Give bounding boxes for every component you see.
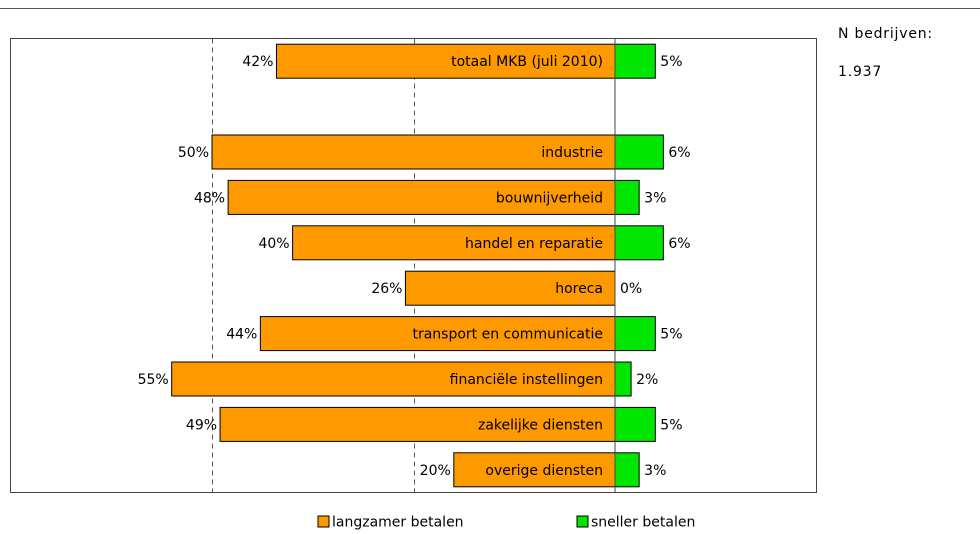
value-label: 0% xyxy=(620,281,642,297)
bar xyxy=(614,179,640,215)
value-label: 42% xyxy=(242,54,273,70)
bar xyxy=(614,361,632,397)
bar xyxy=(404,270,616,306)
bar xyxy=(227,179,616,215)
bar xyxy=(453,452,616,488)
value-label: 40% xyxy=(258,236,289,252)
bar xyxy=(614,43,656,79)
annotation: 1.937 xyxy=(838,64,882,80)
category-label: bouwnijverheid xyxy=(496,190,603,206)
bar xyxy=(171,361,616,397)
category-label: totaal MKB (juli 2010) xyxy=(451,54,603,70)
value-label: 26% xyxy=(371,281,402,297)
value-label: 6% xyxy=(668,236,690,252)
value-label: 5% xyxy=(660,417,682,433)
bar xyxy=(211,134,616,170)
bar xyxy=(614,452,640,488)
category-label: industrie xyxy=(541,145,603,161)
category-label: handel en reparatie xyxy=(465,236,603,252)
annotation: N bedrijven: xyxy=(838,26,933,42)
category-label: transport en communicatie xyxy=(412,327,603,343)
legend-label: sneller betalen xyxy=(591,515,695,531)
category-label: zakelijke diensten xyxy=(478,417,603,433)
value-label: 3% xyxy=(644,463,666,479)
value-label: 50% xyxy=(178,145,209,161)
value-label: 6% xyxy=(668,145,690,161)
value-label: 48% xyxy=(194,190,225,206)
value-label: 5% xyxy=(660,54,682,70)
category-label: horeca xyxy=(555,281,603,297)
bar xyxy=(614,134,664,170)
value-label: 20% xyxy=(420,463,451,479)
value-label: 5% xyxy=(660,327,682,343)
bar xyxy=(292,225,616,261)
bar xyxy=(614,316,656,352)
legend-label: langzamer betalen xyxy=(332,515,464,531)
legend-swatch xyxy=(317,515,330,528)
value-label: 3% xyxy=(644,190,666,206)
bar xyxy=(275,43,616,79)
bar xyxy=(219,406,616,442)
bar xyxy=(614,406,656,442)
category-label: financiële instellingen xyxy=(450,372,603,388)
value-label: 55% xyxy=(138,372,169,388)
bar xyxy=(259,316,616,352)
plot-frame xyxy=(10,38,817,493)
value-label: 44% xyxy=(226,327,257,343)
bar xyxy=(614,225,664,261)
legend-swatch xyxy=(576,515,589,528)
value-label: 49% xyxy=(186,417,217,433)
value-label: 2% xyxy=(636,372,658,388)
category-label: overige diensten xyxy=(485,463,603,479)
